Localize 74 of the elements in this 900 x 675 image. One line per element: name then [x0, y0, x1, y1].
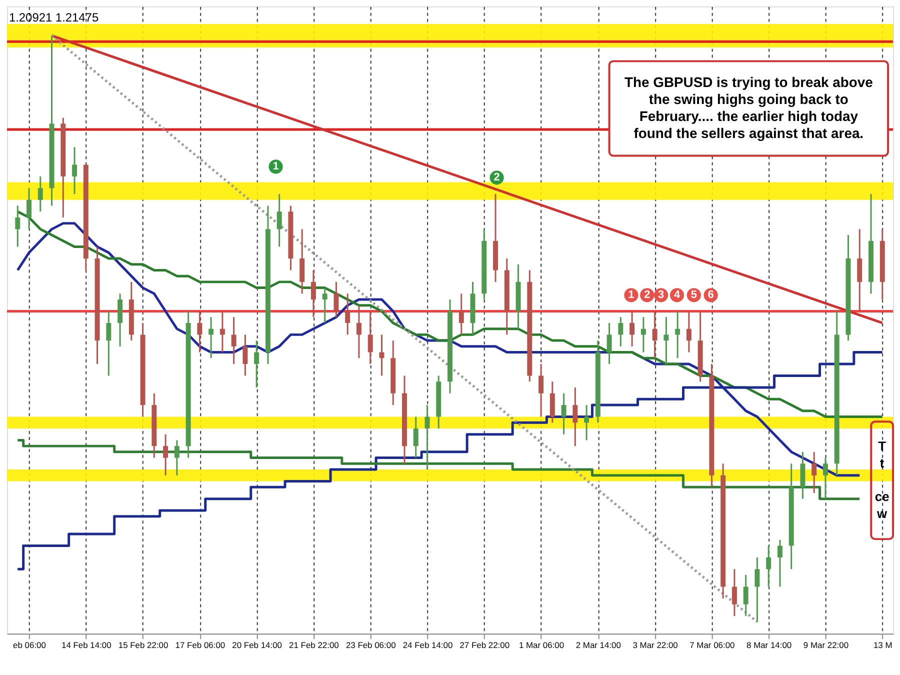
- annotation: 1: [628, 289, 634, 302]
- text: 1.20921 1.21475: [8, 10, 99, 24]
- candlestick: [857, 228, 862, 312]
- candlestick: [356, 304, 362, 359]
- x-tick-label: 27 Feb 22:00: [460, 640, 510, 650]
- candlestick: [197, 310, 202, 354]
- annotation: 3: [658, 289, 664, 302]
- candlestick: [800, 451, 806, 500]
- candlestick: [174, 439, 180, 476]
- candlestick: [300, 228, 305, 294]
- candlestick: [754, 556, 760, 623]
- candlestick: [686, 310, 692, 354]
- candlestick: [822, 457, 828, 500]
- candlestick: [242, 334, 248, 376]
- x-tick-label: 7 Mar 06:00: [690, 640, 736, 650]
- x-tick-label: 2 Mar 14:00: [576, 640, 622, 650]
- candlestick: [584, 404, 590, 441]
- candlestick: [664, 316, 669, 365]
- candlestick: [368, 310, 373, 365]
- x-tick-label: 9 Mar 22:00: [803, 640, 849, 650]
- candlestick: [310, 269, 316, 318]
- x-tick-label: 21 Feb 22:00: [289, 640, 340, 650]
- text: T t ce w: [874, 438, 890, 522]
- x-tick-label: 8 Mar 14:00: [746, 640, 792, 650]
- x-tick-label: eb 06:00: [13, 640, 46, 650]
- candlestick: [334, 281, 339, 318]
- candlestick: [322, 287, 328, 324]
- x-tick-label: 13 M: [873, 640, 892, 650]
- annotation: 6: [708, 289, 714, 302]
- candlestick: [38, 176, 43, 212]
- candlestick: [777, 539, 782, 588]
- candlestick: [675, 310, 680, 359]
- candlestick: [743, 574, 748, 617]
- x-tick-label: 24 Feb 14:00: [402, 640, 453, 650]
- candlestick: [606, 322, 612, 365]
- candlestick: [812, 451, 817, 494]
- candlestick: [220, 310, 225, 354]
- candlestick: [572, 386, 578, 447]
- candlestick: [106, 310, 112, 376]
- x-tick-label: 1 Mar 06:00: [518, 640, 564, 650]
- candlestick: [652, 310, 658, 359]
- candlestick: [231, 316, 236, 365]
- x-tick-label: 23 Feb 06:00: [346, 640, 396, 650]
- candlestick: [276, 193, 282, 248]
- candlestick: [72, 146, 78, 195]
- candlestick: [640, 316, 646, 354]
- candlestick: [561, 392, 566, 436]
- annotation: 5: [690, 289, 697, 302]
- candlestick: [458, 292, 464, 336]
- candlestick: [26, 187, 32, 230]
- annotation: 2: [494, 172, 500, 184]
- candlestick: [766, 544, 772, 588]
- candlestick: [208, 316, 214, 359]
- candlestick: [118, 292, 123, 348]
- candlestick: [163, 434, 168, 476]
- candlestick: [732, 568, 737, 617]
- x-tick-label: 15 Feb 22:00: [118, 640, 168, 650]
- annotation: 2: [644, 289, 650, 302]
- candlestick: [254, 340, 260, 388]
- candlestick: [630, 310, 635, 348]
- candlestick: [550, 380, 555, 424]
- annotation: 1: [272, 160, 279, 173]
- x-tick-label: 17 Feb 06:00: [175, 640, 226, 650]
- annotation: 4: [674, 289, 681, 302]
- candlestick: [413, 416, 418, 459]
- annotation: The GBPUSD is trying to break above the swing highs going back to February.... the earlier high today found the sellers against that area.: [624, 74, 874, 141]
- candlestick: [538, 363, 544, 418]
- x-tick-label: 20 Feb 14:00: [232, 640, 282, 650]
- candlestick: [618, 316, 624, 348]
- candlestick: [15, 204, 20, 248]
- x-tick-label: 3 Mar 22:00: [632, 640, 678, 650]
- x-tick-label: 14 Feb 14:00: [61, 640, 112, 650]
- candlestick: [345, 292, 350, 336]
- candlestick: [379, 334, 384, 376]
